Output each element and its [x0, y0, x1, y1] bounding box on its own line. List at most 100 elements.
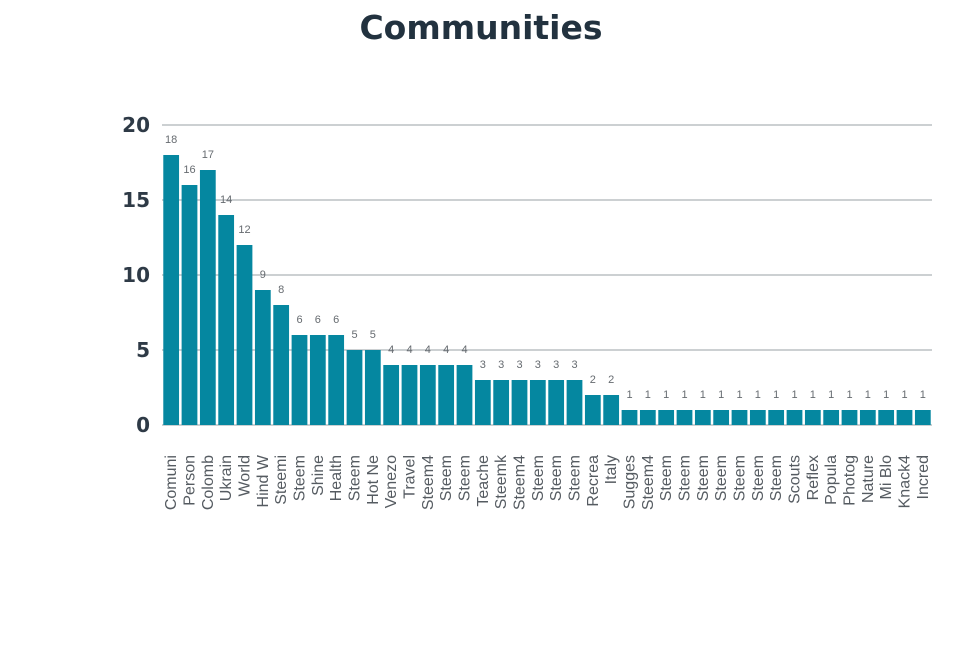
data-label: 16 — [183, 164, 195, 176]
bar — [199, 170, 216, 425]
x-tick-label: Comuni — [163, 455, 180, 510]
data-label: 6 — [333, 314, 339, 326]
bar — [181, 185, 198, 425]
bar — [273, 305, 290, 425]
bar — [859, 410, 876, 425]
x-tick-label: Steem — [750, 455, 767, 501]
data-label: 17 — [202, 149, 214, 161]
x-tick-label: Recrea — [585, 455, 602, 507]
x-tick-label: Steemk — [493, 454, 510, 509]
x-tick-label: Steem — [732, 455, 749, 501]
x-tick-label: Shine — [310, 455, 327, 496]
data-label: 1 — [810, 389, 816, 401]
bar — [914, 410, 931, 425]
x-tick-label: Nature — [860, 455, 877, 503]
y-tick-label: 10 — [122, 263, 150, 287]
bar — [383, 365, 400, 425]
x-tick-label: Popula — [823, 455, 840, 505]
x-tick-label: Venezo — [383, 455, 400, 508]
bar — [658, 410, 675, 425]
bar — [823, 410, 840, 425]
bar — [529, 380, 546, 425]
bar — [566, 380, 583, 425]
data-label: 1 — [736, 389, 742, 401]
data-label: 2 — [590, 374, 596, 386]
data-label: 4 — [443, 344, 449, 356]
x-tick-label: World — [237, 455, 254, 497]
data-label: 1 — [828, 389, 834, 401]
x-tick-label: Steem4 — [512, 455, 529, 510]
bar — [841, 410, 858, 425]
x-tick-label: Steem — [548, 455, 565, 501]
x-tick-label: Health — [328, 455, 345, 501]
bar — [603, 395, 620, 425]
x-tick-label: Steem — [713, 455, 730, 501]
bar — [694, 410, 711, 425]
data-label: 3 — [498, 359, 504, 371]
bar — [328, 335, 345, 425]
bar — [401, 365, 418, 425]
x-tick-label: Steem4 — [640, 455, 657, 510]
data-label: 1 — [718, 389, 724, 401]
bar — [786, 410, 803, 425]
data-label: 1 — [645, 389, 651, 401]
bar — [749, 410, 766, 425]
bar — [621, 410, 638, 425]
data-label: 1 — [700, 389, 706, 401]
x-tick-label: Scouts — [787, 455, 804, 504]
data-label: 1 — [626, 389, 632, 401]
x-tick-label: Hind W — [255, 454, 272, 507]
bar — [309, 335, 326, 425]
y-tick-label: 5 — [136, 338, 150, 362]
bar — [639, 410, 656, 425]
bar — [474, 380, 491, 425]
x-tick-label: Hot Ne — [365, 455, 382, 505]
data-label: 1 — [920, 389, 926, 401]
x-tick-label: Steem4 — [420, 455, 437, 510]
data-label: 1 — [773, 389, 779, 401]
bar — [163, 155, 180, 425]
bar — [676, 410, 693, 425]
data-label: 9 — [260, 269, 266, 281]
data-label: 1 — [681, 389, 687, 401]
data-label: 1 — [883, 389, 889, 401]
bar — [236, 245, 253, 425]
x-tick-label: Steem — [438, 455, 455, 501]
x-tick-label: Travel — [402, 455, 419, 499]
data-label: 3 — [516, 359, 522, 371]
bar — [346, 350, 363, 425]
data-label: 4 — [461, 344, 467, 356]
data-label: 4 — [388, 344, 394, 356]
x-tick-label: Colomb — [200, 455, 217, 510]
x-tick-label: Steem — [347, 455, 364, 501]
data-label: 4 — [425, 344, 431, 356]
x-tick-label: Steemi — [273, 455, 290, 505]
x-tick-label: Person — [182, 455, 199, 506]
data-label: 8 — [278, 284, 284, 296]
data-label: 5 — [370, 329, 376, 341]
bar — [438, 365, 455, 425]
bar — [364, 350, 381, 425]
bar — [896, 410, 913, 425]
x-tick-label: Steem — [768, 455, 785, 501]
bar — [878, 410, 895, 425]
bar — [713, 410, 730, 425]
bar — [804, 410, 821, 425]
data-label: 5 — [351, 329, 357, 341]
data-label: 2 — [608, 374, 614, 386]
x-tick-label: Sugges — [622, 455, 639, 509]
data-label: 14 — [220, 194, 232, 206]
x-tick-label: Steem — [677, 455, 694, 501]
data-label: 18 — [165, 134, 177, 146]
y-tick-label: 15 — [122, 188, 150, 212]
data-label: 3 — [553, 359, 559, 371]
x-tick-label: Knack4 — [897, 455, 914, 508]
x-tick-label: Ukrain — [218, 455, 235, 501]
bar — [731, 410, 748, 425]
x-tick-label: Mi Blo — [878, 455, 895, 500]
bar — [419, 365, 436, 425]
data-label: 3 — [480, 359, 486, 371]
x-tick-label: Incred — [915, 455, 932, 499]
x-tick-label: Steem — [695, 455, 712, 501]
